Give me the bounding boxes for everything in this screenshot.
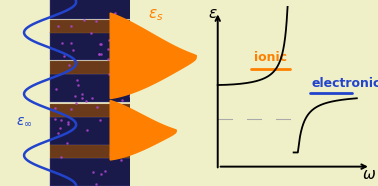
- Polygon shape: [110, 13, 196, 99]
- Text: $\omega$: $\omega$: [362, 167, 376, 182]
- Bar: [50, 104, 160, 117]
- Polygon shape: [110, 100, 176, 160]
- Text: $\varepsilon_\infty$: $\varepsilon_\infty$: [16, 114, 32, 128]
- Text: $\varepsilon$: $\varepsilon$: [208, 7, 217, 21]
- Text: electronic: electronic: [312, 77, 378, 90]
- Bar: [50, 158, 160, 186]
- Bar: [50, 61, 160, 74]
- Bar: [50, 0, 160, 19]
- Bar: [50, 32, 160, 60]
- Bar: [50, 145, 160, 158]
- Bar: [50, 20, 160, 33]
- Text: $\varepsilon_s$: $\varepsilon_s$: [149, 7, 164, 23]
- Text: ionic: ionic: [254, 51, 288, 64]
- Bar: [50, 117, 160, 145]
- Bar: [50, 74, 160, 102]
- Bar: [130, 0, 200, 186]
